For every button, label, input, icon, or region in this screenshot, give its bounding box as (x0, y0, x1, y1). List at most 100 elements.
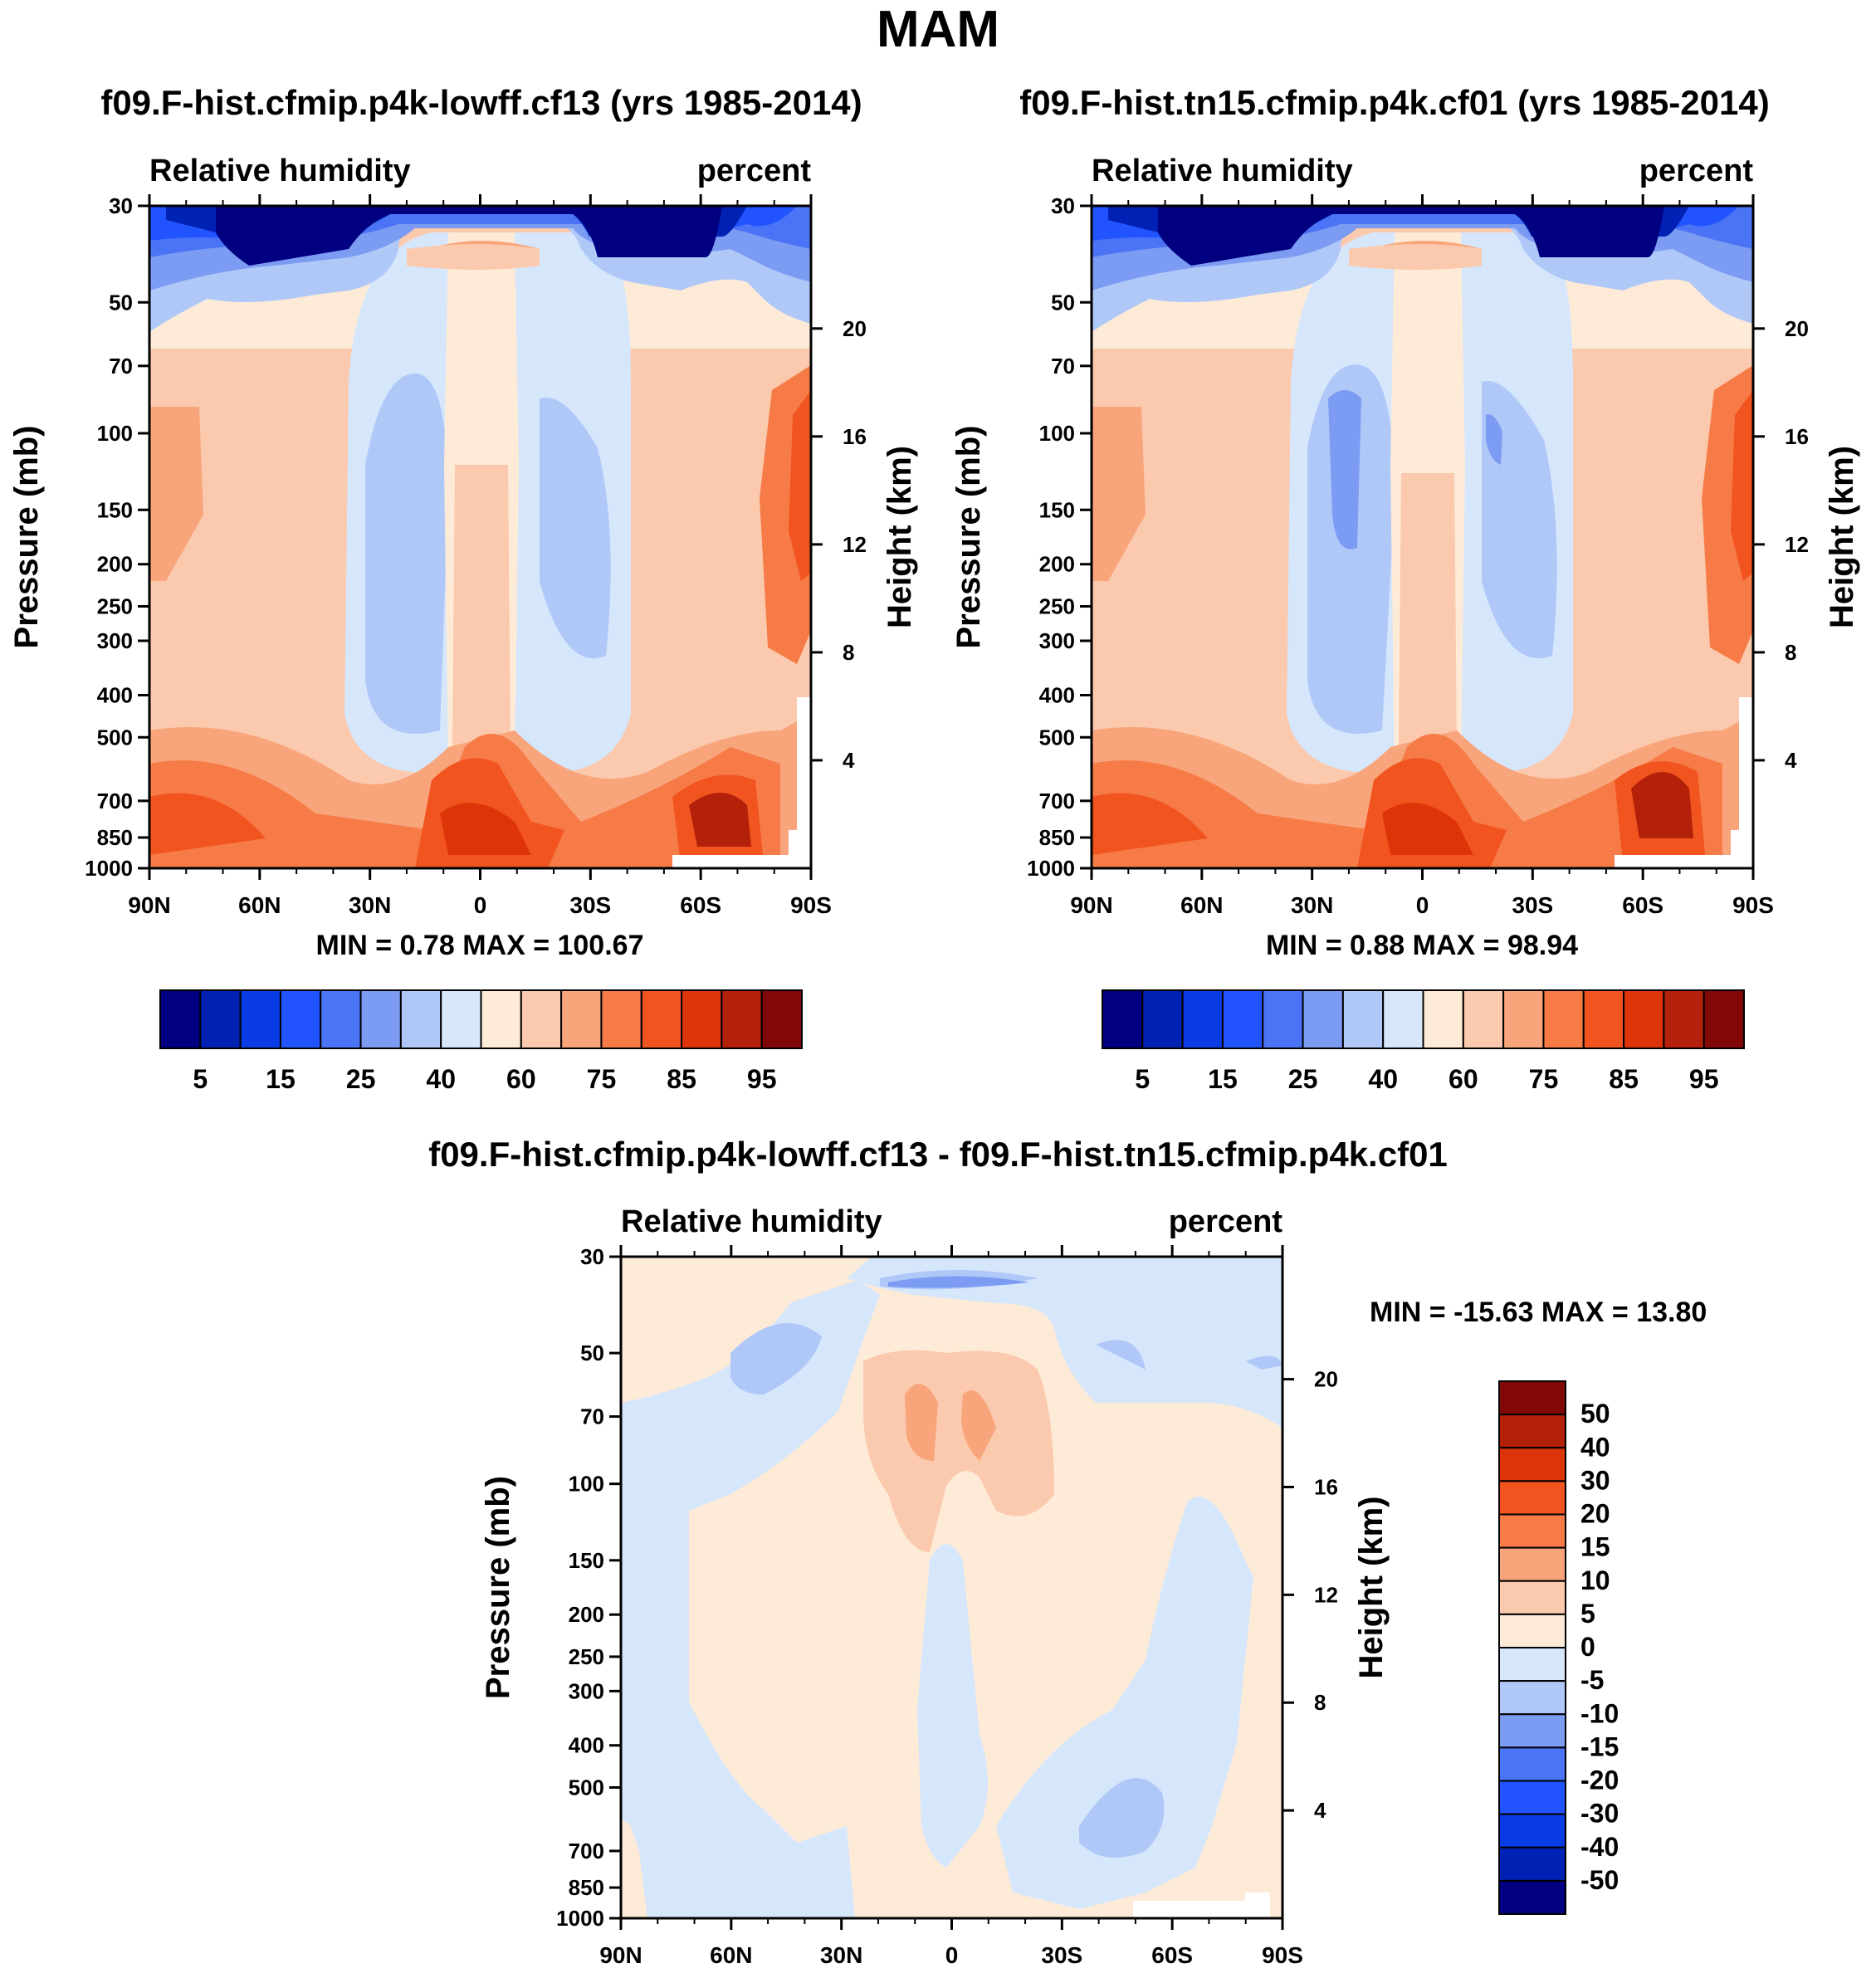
colorbar-2-swatch (1262, 989, 1304, 1049)
y2-tick-label: 12 (843, 532, 867, 557)
x-tick-label: 60S (1622, 892, 1663, 918)
y2-tick-label: 20 (843, 316, 867, 341)
colorbar-1-label: 95 (747, 1064, 777, 1094)
colorbar-2-label: 15 (1208, 1064, 1238, 1094)
colorbar-2-label: 75 (1529, 1064, 1559, 1094)
colorbar-2-label: 25 (1288, 1064, 1318, 1094)
colorbar-1-swatch (721, 989, 763, 1049)
colorbar-2-label: 40 (1368, 1064, 1398, 1094)
y-tick-label: 50 (580, 1341, 604, 1365)
panel-2-stats: MIN = 0.88 MAX = 98.94 (1266, 930, 1578, 961)
colorbar-3-swatch (1498, 1680, 1566, 1716)
y-tick-label: 850 (569, 1875, 604, 1900)
colorbar-1-label: 60 (506, 1064, 536, 1094)
y2-tick-label: 12 (1314, 1582, 1338, 1607)
colorbar-2-swatch (1302, 989, 1344, 1049)
units-label: percent (697, 154, 812, 188)
colorbar-3-swatch (1498, 1546, 1566, 1582)
x-tick-label: 90N (599, 1942, 642, 1968)
colorbar-2-swatch (1462, 989, 1505, 1049)
y2-tick-label: 8 (843, 640, 854, 665)
x-tick-label: 60S (680, 892, 721, 918)
colorbar-3-swatch (1498, 1480, 1566, 1516)
colorbar-1-swatch (239, 989, 281, 1049)
colorbar-2-label: 5 (1135, 1064, 1150, 1094)
y-axis-title: Pressure (mb) (8, 426, 45, 649)
y2-tick-label: 4 (1314, 1798, 1326, 1823)
y-tick-label: 300 (97, 628, 133, 653)
y2-axis-title: Height (km) (1824, 446, 1860, 628)
y-tick-label: 30 (580, 1244, 604, 1269)
y-tick-label: 30 (109, 193, 133, 218)
y-tick-label: 100 (1039, 421, 1075, 446)
colorbar-3-label: 0 (1580, 1632, 1595, 1662)
panel-2-plot (1092, 206, 1753, 868)
y2-tick-label: 8 (1314, 1690, 1326, 1715)
x-tick-label: 90S (790, 892, 832, 918)
colorbar-2-label: 60 (1449, 1064, 1478, 1094)
colorbar-1-label: 40 (426, 1064, 456, 1094)
colorbar-2-swatch (1502, 989, 1545, 1049)
colorbar-3-swatch (1498, 1713, 1566, 1749)
y-tick-label: 400 (97, 682, 133, 707)
y-tick-label: 30 (1051, 193, 1075, 218)
y2-tick-label: 16 (843, 424, 867, 449)
y-tick-label: 150 (97, 497, 133, 522)
colorbar-3-swatch (1498, 1613, 1566, 1648)
colorbar-2-label: 95 (1689, 1064, 1719, 1094)
y2-tick-label: 4 (843, 748, 855, 773)
y-tick-label: 300 (1039, 628, 1075, 653)
y-tick-label: 100 (569, 1472, 604, 1497)
y-tick-label: 250 (569, 1644, 604, 1669)
colorbar-2-swatch (1422, 989, 1464, 1049)
y-tick-label: 70 (1051, 354, 1075, 379)
colorbar-3-swatch (1498, 1380, 1566, 1416)
colorbar-1-label: 25 (346, 1064, 376, 1094)
colorbar-1-swatch (399, 989, 442, 1049)
colorbar-3-swatch (1498, 1879, 1566, 1915)
x-tick-label: 30N (1291, 892, 1333, 918)
units-label: percent (1169, 1204, 1283, 1239)
x-tick-label: 30N (349, 892, 391, 918)
x-tick-label: 60N (238, 892, 281, 918)
colorbar-2-label: 85 (1609, 1064, 1639, 1094)
x-tick-label: 30S (569, 892, 611, 918)
colorbar-3-swatch (1498, 1780, 1566, 1815)
colorbar-3-swatch (1498, 1580, 1566, 1615)
colorbar-2-swatch (1181, 989, 1224, 1049)
variable-label: Relative humidity (149, 154, 411, 188)
y-tick-label: 50 (109, 290, 133, 315)
colorbar-3-swatch (1498, 1513, 1566, 1549)
colorbar-3-swatch (1498, 1447, 1566, 1482)
colorbar-1-label: 85 (667, 1064, 696, 1094)
x-tick-label: 60N (1180, 892, 1223, 918)
colorbar-2-swatch (1582, 989, 1625, 1049)
y-tick-label: 70 (109, 354, 133, 379)
x-tick-label: 0 (1416, 892, 1429, 918)
y-tick-label: 250 (97, 594, 133, 619)
y-tick-label: 850 (1039, 825, 1075, 850)
y-tick-label: 700 (1039, 789, 1075, 813)
panel-1-plot (149, 206, 811, 868)
colorbar-1-label: 75 (587, 1064, 617, 1094)
x-tick-label: 0 (945, 1942, 959, 1968)
panel-3-plot (621, 1257, 1282, 1918)
y-tick-label: 1000 (1027, 856, 1075, 881)
colorbar-3-label: -10 (1580, 1698, 1619, 1728)
panel-3-title: f09.F-hist.cfmip.p4k-lowff.cf13 - f09.F-… (428, 1135, 1448, 1174)
y-tick-label: 200 (97, 552, 133, 577)
variable-label: Relative humidity (621, 1204, 882, 1239)
colorbar-3-label: -40 (1580, 1832, 1619, 1862)
colorbar-1-swatch (760, 989, 803, 1049)
panel-1-stats: MIN = 0.78 MAX = 100.67 (316, 930, 644, 961)
y2-tick-label: 20 (1314, 1367, 1338, 1392)
y-tick-label: 500 (97, 725, 133, 750)
colorbar-3-label: 30 (1580, 1465, 1610, 1495)
x-tick-label: 60N (710, 1942, 752, 1968)
x-tick-label: 90N (1070, 892, 1112, 918)
y-tick-label: 150 (569, 1548, 604, 1573)
colorbar-2-swatch (1663, 989, 1705, 1049)
y-tick-label: 850 (97, 825, 133, 850)
y-axis-title: Pressure (mb) (480, 1476, 516, 1699)
y2-tick-label: 4 (1785, 748, 1797, 773)
